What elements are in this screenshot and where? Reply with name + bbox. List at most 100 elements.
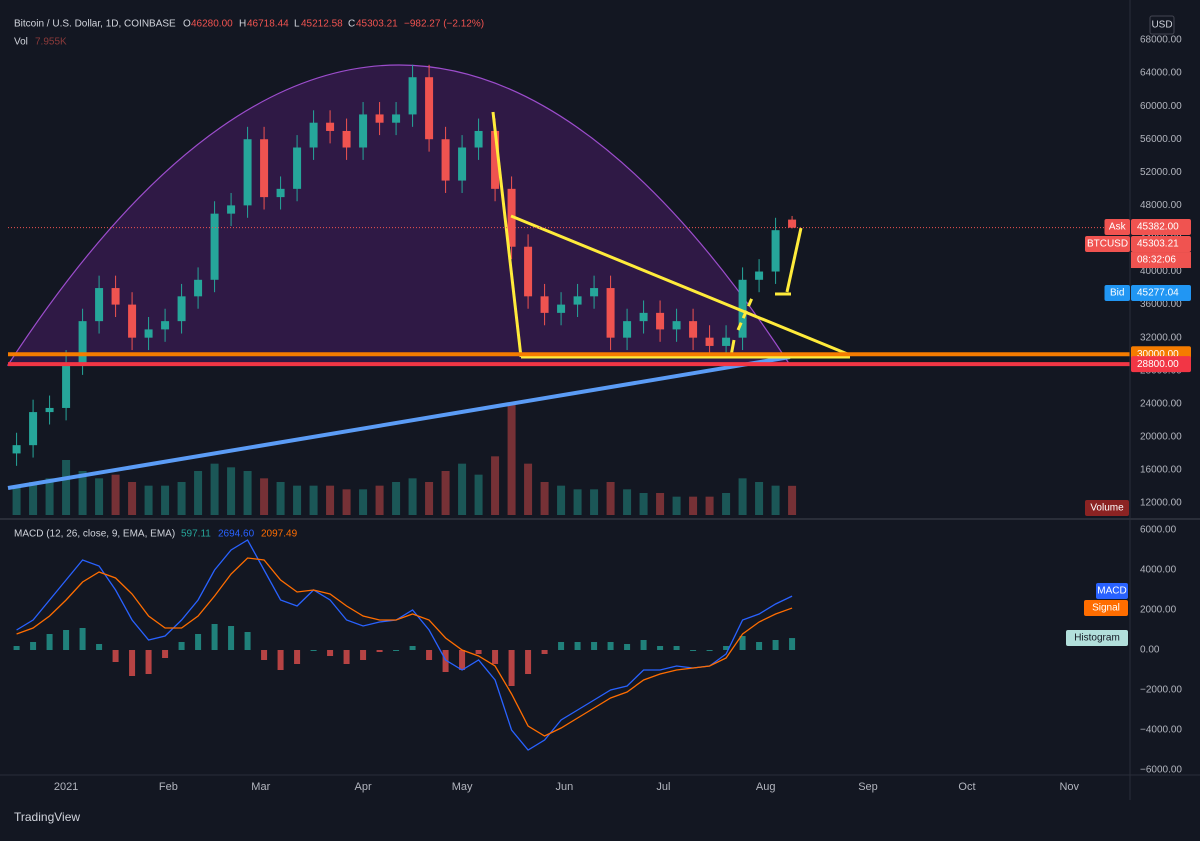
y-tick-label: 64000.00	[1140, 68, 1182, 79]
volume-bar	[375, 485, 384, 515]
y-tick-label: 68000.00	[1140, 35, 1182, 46]
histogram-bar	[426, 650, 433, 660]
volume-bar	[45, 478, 54, 515]
candle-body	[144, 329, 153, 338]
symbol: Bitcoin / U.S. Dollar, 1D, COINBASE	[14, 19, 176, 30]
histogram-bar	[145, 650, 152, 674]
candle-body	[590, 288, 599, 297]
tag-name-box	[1085, 236, 1130, 253]
volume-bar	[128, 482, 137, 515]
candle-body	[639, 312, 648, 322]
volume-bar	[78, 471, 87, 515]
candle-body	[342, 130, 351, 148]
candle-body	[177, 296, 186, 322]
y-tick-label: 16000.00	[1140, 465, 1182, 476]
volume-bar	[425, 482, 434, 515]
candle-body	[755, 271, 764, 280]
y-tick-label: 36000.00	[1140, 299, 1182, 310]
l-label: L	[294, 19, 300, 30]
candle-body	[62, 362, 71, 408]
candle-body	[326, 122, 335, 131]
candle-body	[788, 219, 797, 228]
volume-bar	[12, 485, 21, 515]
tag-value: 45303.21	[1137, 239, 1179, 250]
yellow-line	[785, 227, 803, 293]
candle-body	[194, 279, 203, 297]
level-tag: 30000.00	[1137, 349, 1179, 360]
candle-body	[128, 304, 137, 338]
candle-body	[260, 139, 269, 198]
tag-value-box	[1131, 285, 1191, 302]
candle-body	[458, 147, 467, 181]
y-tick-label: 56000.00	[1140, 134, 1182, 145]
histogram-bar	[261, 650, 268, 660]
y-tick-label: 40000.00	[1140, 266, 1182, 277]
volume-bars	[12, 405, 797, 515]
histogram-bar	[310, 650, 317, 651]
x-tick-label: Apr	[355, 781, 372, 793]
candle-body	[29, 412, 38, 446]
tag-value: 45382.00	[1137, 222, 1179, 233]
o-value: 46280.00	[191, 19, 233, 30]
volume-bar	[557, 485, 566, 515]
volume-bar	[755, 482, 764, 515]
histogram-bar	[343, 650, 350, 664]
histogram-bar	[574, 642, 581, 650]
currency-box[interactable]	[1149, 15, 1175, 35]
volume-bar	[540, 482, 549, 515]
volume-bar	[342, 489, 351, 515]
volume-bar	[62, 460, 71, 515]
histogram-bar	[178, 642, 185, 650]
brand[interactable]: TradingView	[14, 810, 80, 824]
volume-bar	[788, 485, 797, 515]
histogram-bar	[129, 650, 136, 676]
histogram-bar	[195, 634, 202, 650]
y-tick-label: 20000.00	[1140, 432, 1182, 443]
y-tick-label: 12000.00	[1140, 498, 1182, 509]
volume-bar	[194, 471, 203, 515]
candle-body	[491, 130, 500, 189]
candle-body	[425, 77, 434, 140]
histogram-bar	[30, 642, 37, 650]
histogram-bar	[690, 650, 697, 651]
axes: 2021 Feb Mar Apr May Jun Jul Aug Sep Oct Nov 12000.…	[54, 35, 1183, 793]
volume-bar	[441, 471, 450, 515]
candle-body	[557, 304, 566, 313]
volume-bar	[573, 489, 582, 515]
histogram-bar	[706, 650, 713, 651]
volume-bar	[639, 493, 648, 515]
o-label: O	[183, 19, 191, 30]
x-tick-label: Aug	[756, 781, 776, 793]
candle-body	[309, 122, 318, 148]
volume-bar	[210, 463, 219, 515]
volume-bar	[623, 489, 632, 515]
candle-body	[441, 139, 450, 181]
volume-bar	[309, 485, 318, 515]
volume-bar	[672, 496, 681, 515]
tag-name-box	[1104, 219, 1130, 236]
volume-bar	[243, 471, 252, 515]
histogram-bar	[112, 650, 119, 662]
y-tick-label: −2000.00	[1140, 685, 1182, 696]
x-tick-label: May	[452, 781, 473, 793]
change: −982.27 (−2.12%)	[404, 19, 484, 30]
candle-body	[656, 312, 665, 330]
histogram-bar	[723, 646, 730, 650]
histogram-bar	[558, 642, 565, 650]
candle-body	[45, 407, 54, 413]
candle-body	[408, 77, 417, 115]
histogram-bar	[508, 650, 515, 686]
volume-bar	[326, 485, 335, 515]
histogram-bar	[393, 650, 400, 651]
volume-bar	[144, 485, 153, 515]
tag-name: Ask	[1109, 222, 1127, 233]
y-tick-label: 6000.00	[1140, 525, 1177, 536]
histogram-bar	[492, 650, 499, 664]
currency[interactable]: USD	[1151, 20, 1172, 31]
x-tick-label: Mar	[251, 781, 270, 793]
x-tick-label: Jun	[556, 781, 574, 793]
histogram-bar	[409, 646, 416, 650]
histogram-bar	[607, 642, 614, 650]
volume-bar	[771, 485, 780, 515]
blue-trendline	[7, 355, 791, 490]
